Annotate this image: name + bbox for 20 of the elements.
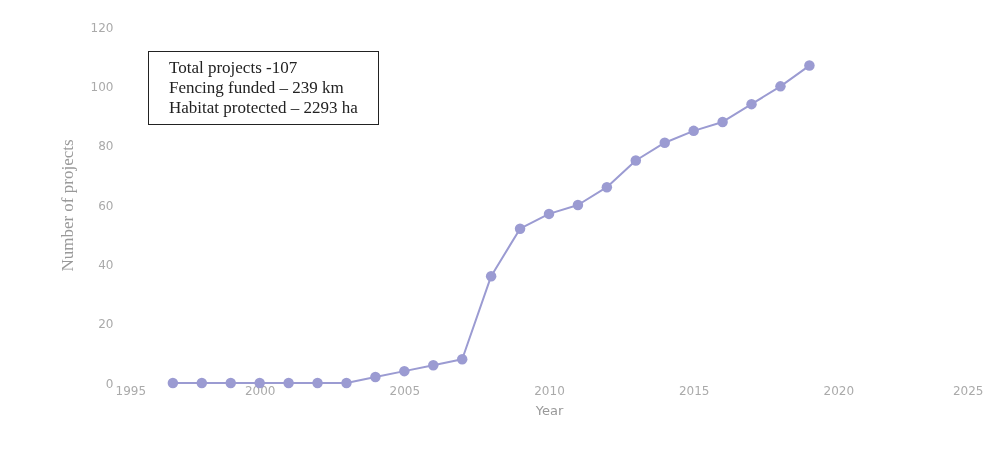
y-tick-label: 120 [90,20,114,35]
annotation: Total projects -107 [169,58,299,78]
annotation: Fencing funded – 239 km [169,78,345,98]
note-box: Total projects -107 Fencing funded – 239 km Habitat protected – 2293 ha [148,51,379,125]
y-tick-label: 20 [98,317,114,332]
annotation: Habitat protected – 2293 ha [169,98,358,118]
y-tick-label: 0 [105,376,114,391]
x-tick-label: 1995 [115,383,147,398]
x-tick-label: 2010 [534,383,565,398]
y-axis-title: Number of projects [57,139,77,272]
x-tick-label: 2015 [678,383,710,398]
y-tick-label: 60 [98,198,114,213]
x-axis-title: Year [534,402,564,418]
y-tick-label: 80 [98,139,114,154]
x-tick-label: 2000 [244,383,276,398]
x-tick-label: 2025 [952,383,984,398]
x-tick-label: 2005 [389,383,421,398]
x-tick-label: 2020 [823,383,855,398]
y-tick-label: 100 [90,79,114,94]
y-tick-label: 40 [98,257,114,272]
